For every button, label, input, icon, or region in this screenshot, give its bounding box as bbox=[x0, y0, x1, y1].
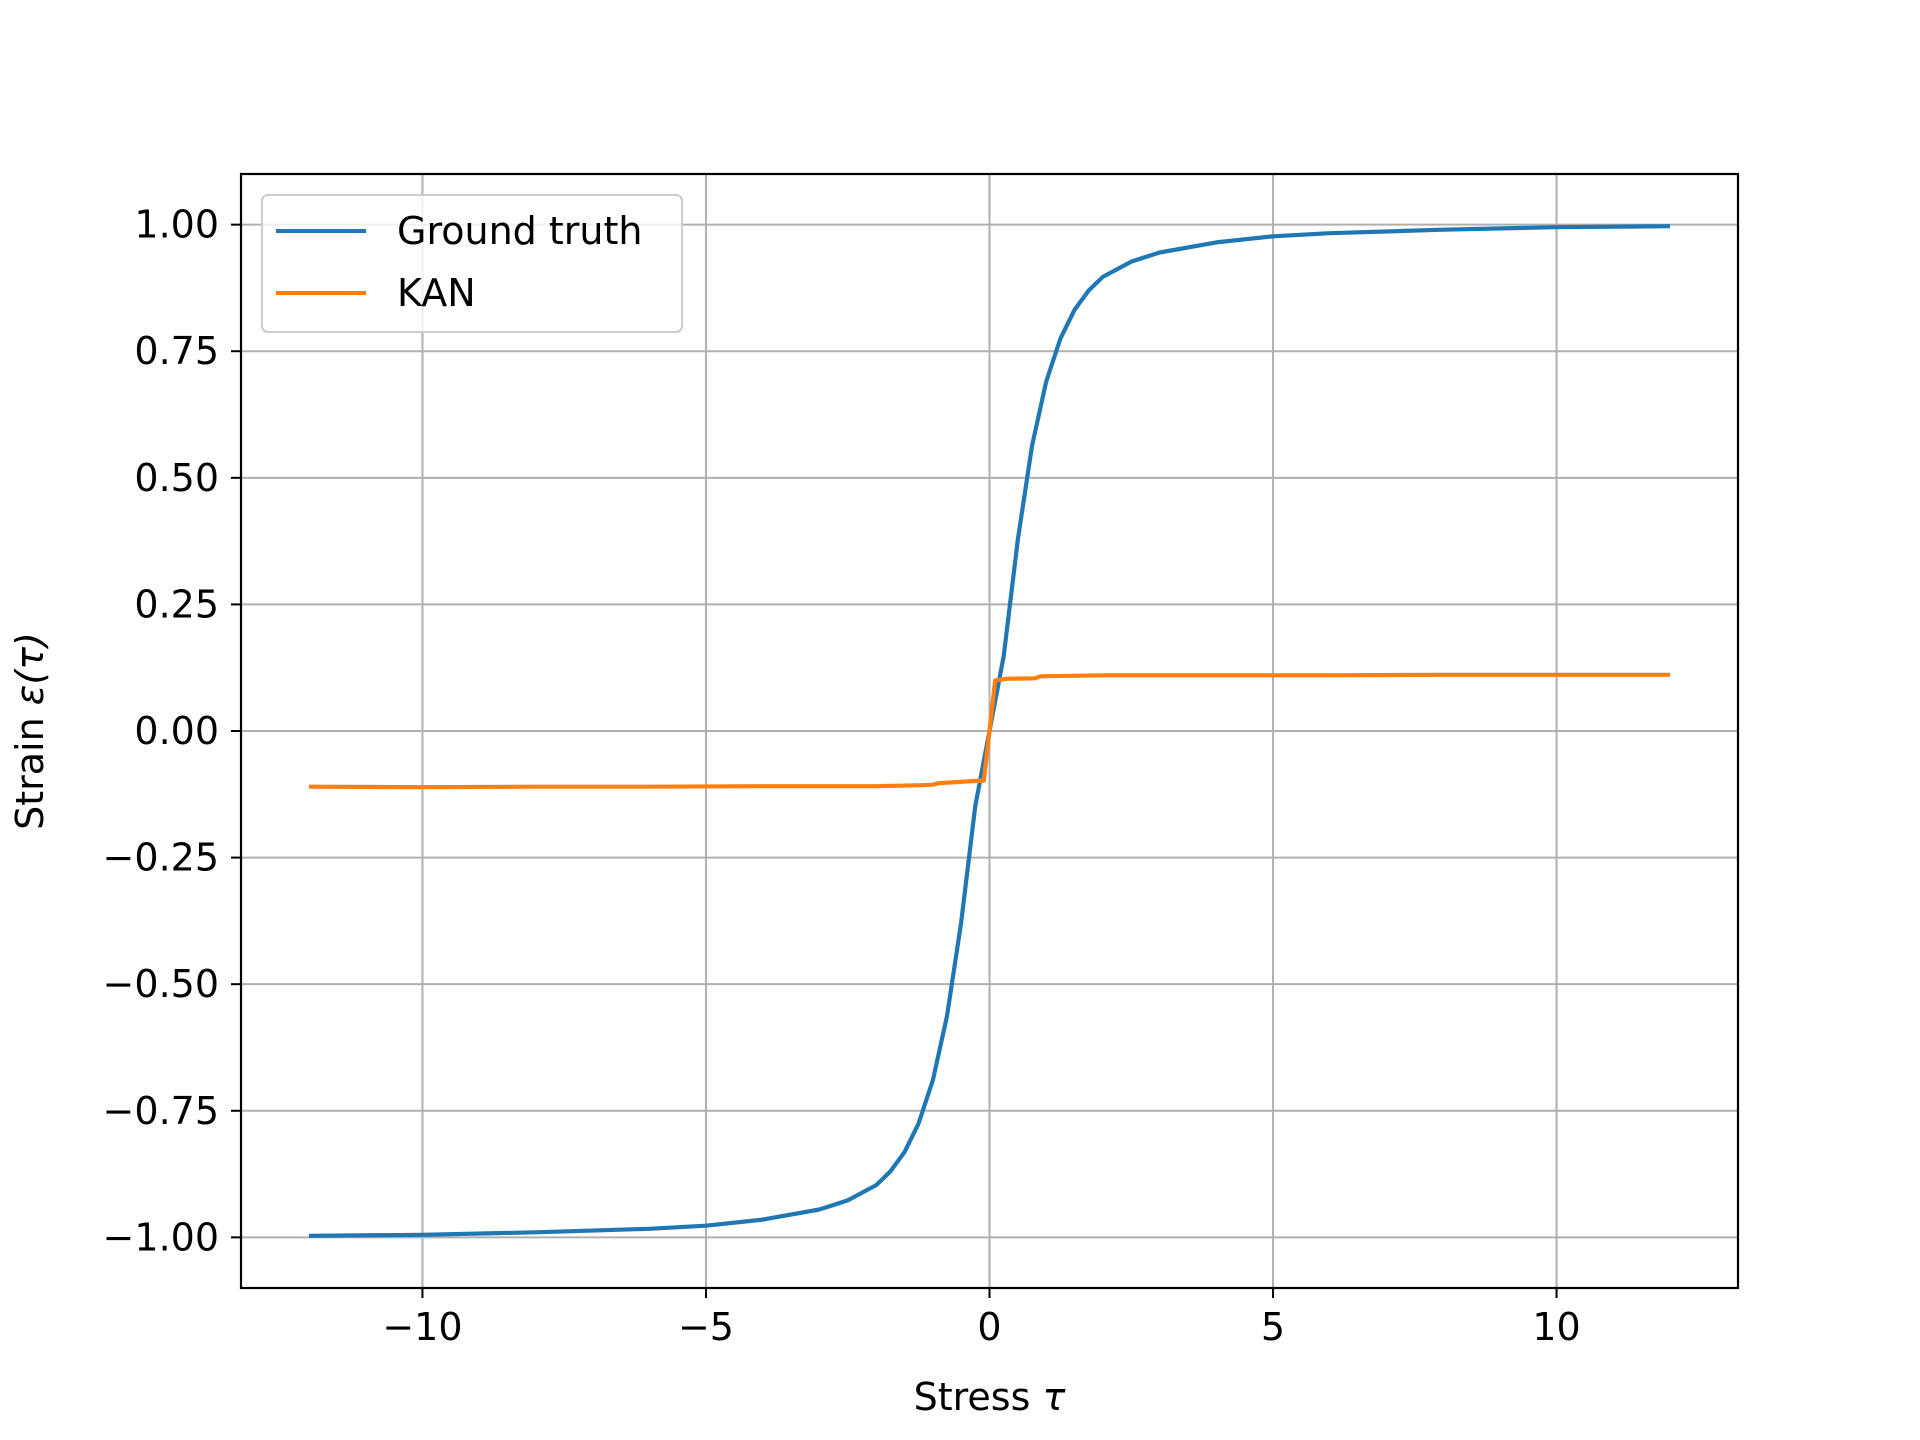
legend-label-ground-truth: Ground truth bbox=[397, 209, 642, 253]
x-tick-label: 10 bbox=[1532, 1305, 1580, 1349]
y-tick-label: 0.00 bbox=[134, 709, 219, 753]
y-axis: 1.00 0.75 0.50 0.25 0.00 −0.25 −0.50 −0.75 −1.00 bbox=[103, 203, 241, 1259]
x-tick-label: 0 bbox=[977, 1305, 1001, 1349]
y-tick-label: −1.00 bbox=[103, 1215, 219, 1259]
y-tick-label: −0.75 bbox=[103, 1089, 219, 1133]
x-tick-label: −10 bbox=[382, 1305, 462, 1349]
y-axis-label-symbol: ε(τ) bbox=[8, 632, 52, 705]
legend-label-kan: KAN bbox=[397, 271, 476, 315]
y-axis-label: Strain ε(τ) bbox=[8, 632, 52, 830]
legend: Ground truth KAN bbox=[261, 194, 683, 333]
x-tick-label: −5 bbox=[678, 1305, 734, 1349]
y-tick-label: 0.75 bbox=[134, 329, 219, 373]
x-axis-label-text: Stress bbox=[914, 1375, 1031, 1419]
x-axis-label-symbol: τ bbox=[1043, 1375, 1067, 1419]
legend-box bbox=[261, 194, 683, 333]
x-tick-label: 5 bbox=[1261, 1305, 1285, 1349]
y-tick-label: 1.00 bbox=[134, 203, 219, 247]
y-tick-label: −0.25 bbox=[103, 836, 219, 880]
y-tick-label: 0.50 bbox=[134, 456, 219, 500]
y-tick-label: 0.25 bbox=[134, 582, 219, 626]
x-axis: −10 −5 0 5 10 bbox=[382, 1288, 1581, 1349]
x-axis-label: Stress τ bbox=[914, 1375, 1067, 1419]
y-tick-label: −0.50 bbox=[103, 962, 219, 1006]
y-axis-label-text: Strain bbox=[8, 717, 52, 830]
series-layer bbox=[308, 224, 1671, 1238]
series-line-kan bbox=[308, 672, 1670, 790]
